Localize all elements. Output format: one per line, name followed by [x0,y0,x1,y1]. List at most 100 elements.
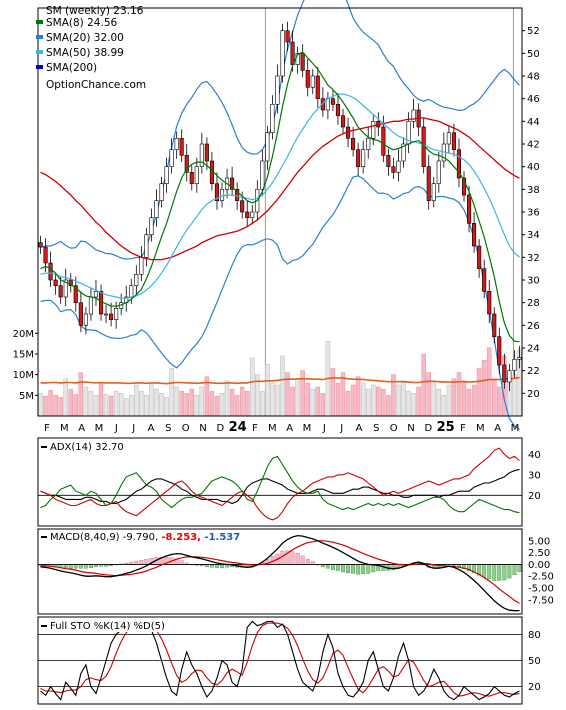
candle-up [411,109,416,122]
volume-bar [113,390,119,417]
macd-tick-label: -2.50 [528,572,554,583]
macd-title-swatch [41,536,47,538]
volume-bar [315,386,321,417]
legend-swatch [36,50,43,54]
volume-bar [310,388,316,417]
candle-up [194,166,199,184]
candle-up [93,290,98,298]
candle-up [446,132,451,145]
month-label: F [252,423,258,434]
macd-histogram-bar [361,564,366,575]
legend-label: SMA(50) 38.99 [46,47,124,59]
volume-bar [174,386,179,417]
stochastic-panel: 20 50 80 Full STO %K(14) %D(5) [37,616,541,705]
adx-tick-label: 30 [528,470,541,481]
sto-title-swatch [41,625,47,627]
candle-down [330,98,336,105]
candle-down [461,177,467,196]
macd-histogram-bar [507,564,512,579]
volume-bar [497,386,502,417]
candle-up [260,160,265,190]
macd-histogram-bar [209,564,214,568]
macd-histogram-bar [63,564,68,568]
macd-histogram-bar [220,564,225,568]
volume-bar [295,378,300,417]
volume-bar [466,388,472,417]
year-label: 24 [229,420,247,435]
volume-bar [184,393,189,417]
macd-value-label: MACD(8,40,9) -9.790, [50,532,161,543]
volume-bar [68,388,74,417]
volume-bar [305,382,310,417]
volume-bar [224,380,230,417]
price-tick-label: 40 [527,162,540,173]
candle-down [230,177,235,190]
volume-bar [194,395,200,417]
macd-histogram-bar [366,564,371,574]
candle-up [104,313,109,316]
macd-histogram-bar [295,552,300,565]
candle-down [43,246,48,264]
candle-up [139,256,144,275]
price-tick-label: 38 [527,185,540,196]
macd-histogram-bar [68,564,73,569]
candle-down [350,138,356,150]
sto-title: Full STO %K(14) %D(5) [50,621,165,632]
macd-histogram-bar [512,564,517,576]
volume-bar [234,395,240,417]
month-label: M [268,423,277,434]
volume-bar [118,393,124,417]
candle-down [466,194,472,224]
candle-up [220,189,225,201]
candle-down [305,70,310,88]
month-label: M [60,423,69,434]
volume-bar [416,386,421,417]
volume-bar [350,384,356,417]
volume-bar [421,353,426,417]
candle-up [371,121,376,139]
macd-histogram-bar [492,564,497,581]
candle-down [78,302,83,326]
month-label: N [407,423,414,434]
volume-bar [456,372,462,417]
candle-down [240,200,245,213]
volume-bar [73,394,79,417]
price-tick-label: 26 [527,321,540,332]
volume-tick-label: 20M [13,329,34,340]
volume-bar [330,368,336,417]
volume-bar [320,393,326,417]
volume-bar [391,374,396,417]
volume-bar [451,378,457,417]
candle-up [280,30,285,77]
macd-line [40,534,520,612]
sto-d-line [40,622,520,697]
candle-up [144,234,149,258]
candle-down [502,364,507,383]
macd-histogram-bar [336,564,340,571]
macd-histogram-bar [497,564,502,581]
macd-title: MACD(8,40,9) -9.790, -8.253, -1.537 [50,532,240,543]
macd-histogram-bar [144,559,149,565]
candle-down [315,75,320,100]
month-label: M [476,423,485,434]
candle-up [512,358,517,371]
month-label: D [216,423,224,434]
watermark-label: OptionChance.com [46,79,146,91]
macd-panel: 5.002.500.00-2.50-5.00-7.50 MACD(8,40,9) … [37,528,554,615]
macd-histogram-bar [134,560,139,565]
candle-up [83,313,88,326]
macd-signal-line [40,540,520,604]
volume-bar [169,368,174,417]
month-label: N [199,423,206,434]
volume-bar [335,382,341,417]
volume-bar [219,393,225,417]
macd-histogram-bar [78,564,83,569]
volume-bar [38,393,43,417]
volume-bar [461,380,467,417]
candle-down [482,268,487,292]
candle-up [134,273,139,286]
macd-title-backdrop [39,531,279,543]
macd-histogram-bar [482,564,487,578]
month-label: F [44,423,50,434]
macd-histogram-bar [356,564,361,575]
